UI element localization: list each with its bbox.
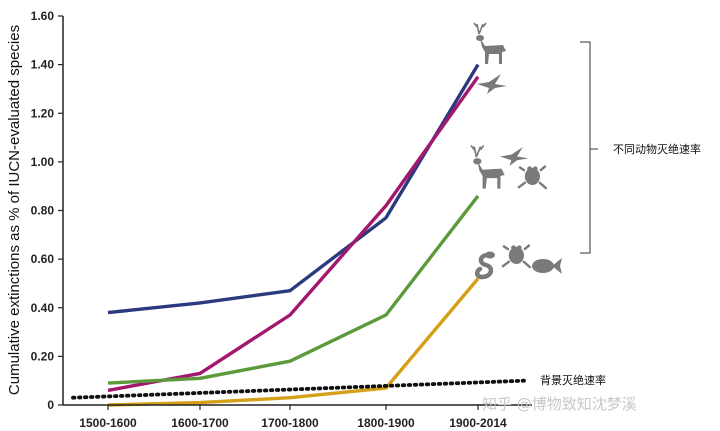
series-line-background [71, 378, 526, 400]
background-rate-label: 背景灭绝速率 [540, 373, 606, 387]
y-tick-labels: 0 0.20 0.40 0.60 0.80 1.00 1.20 1.40 1.60 [31, 9, 63, 412]
frog-icon [501, 244, 532, 269]
y-tick-label: 0.40 [31, 301, 55, 315]
y-tick-label: 1.00 [31, 155, 55, 169]
y-tick-label: 1.20 [31, 106, 55, 120]
fish-icon [532, 258, 562, 274]
snake-icon [475, 251, 495, 280]
x-tick-label: 1600-1700 [171, 416, 229, 430]
y-tick-label: 0.60 [31, 252, 55, 266]
y-tick-label: 0.80 [31, 204, 55, 218]
series-layer [107, 63, 480, 407]
bracket [580, 41, 591, 254]
series-line-mammals [107, 63, 480, 315]
y-tick-label: 0 [47, 398, 54, 412]
x-tick-label: 1500-1600 [79, 416, 137, 430]
background-rate-layer [71, 378, 526, 400]
bracket-label: 不同动物灭绝速率 [613, 142, 701, 156]
frog-icon [517, 165, 548, 190]
bird-icon [500, 147, 529, 166]
x-tick-label: 1800-1900 [357, 416, 415, 430]
x-tick-labels: 1500-1600 1600-1700 1700-1800 1800-1900 1900… [79, 405, 507, 430]
watermark: 知乎 @博物致知沈梦溪 [482, 395, 637, 413]
y-tick-label: 1.60 [31, 9, 55, 23]
axes [62, 16, 532, 406]
y-axis-label: Cumulative extinctions as % of IUCN-eval… [6, 25, 23, 395]
series-line-reptiles_amphibians_fish [107, 277, 480, 407]
x-tick-label: 1900-2014 [449, 416, 507, 430]
x-tick-label: 1700-1800 [261, 416, 319, 430]
deer-icon [470, 145, 505, 189]
deer-icon [473, 22, 506, 64]
y-tick-label: 1.40 [31, 58, 55, 72]
bird-icon [477, 74, 507, 94]
series-line-vertebrates [107, 194, 480, 385]
y-tick-label: 0.20 [31, 349, 55, 363]
animal-silhouettes [470, 22, 562, 280]
